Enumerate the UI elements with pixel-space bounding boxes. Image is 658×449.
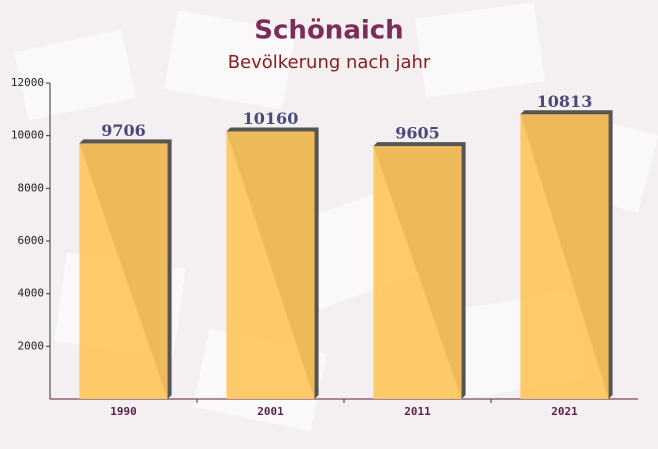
value-label: 9706 — [101, 121, 146, 140]
y-tick-label: 8000 — [18, 181, 45, 194]
value-label: 9605 — [395, 124, 440, 143]
x-tick-label: 2021 — [551, 405, 578, 418]
value-label: 10160 — [243, 109, 299, 128]
y-tick-label: 10000 — [11, 129, 44, 142]
x-tick-label: 1990 — [110, 405, 137, 418]
y-tick-label: 2000 — [18, 339, 45, 352]
y-tick-label: 4000 — [18, 287, 45, 300]
y-tick-label: 12000 — [11, 76, 44, 89]
chart-title: Schönaich — [254, 16, 403, 46]
x-tick-label: 2011 — [404, 405, 431, 418]
bar — [79, 143, 168, 399]
bar — [520, 114, 609, 400]
bar — [373, 146, 462, 399]
bar — [226, 131, 315, 399]
x-tick-label: 2001 — [257, 405, 284, 418]
chart-subtitle: Bevölkerung nach jahr — [228, 52, 431, 73]
value-label: 10813 — [537, 92, 593, 111]
y-tick-label: 6000 — [18, 234, 45, 247]
